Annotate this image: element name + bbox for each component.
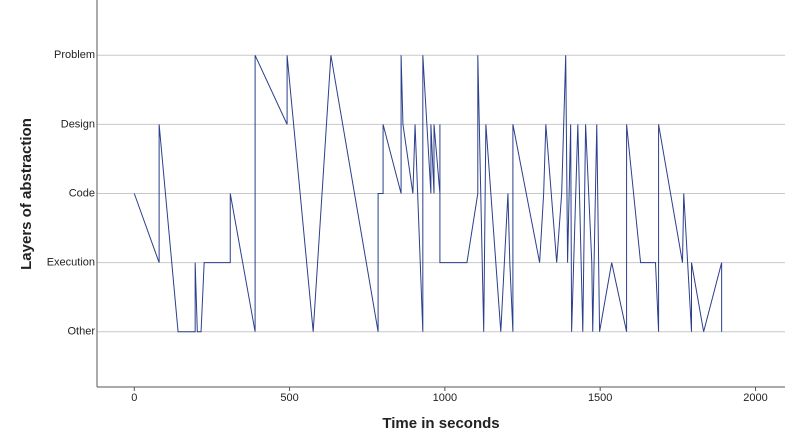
- y-tick-label: Execution: [47, 257, 95, 269]
- y-tick-label: Other: [67, 326, 95, 338]
- y-axis-title: Layers of abstraction: [18, 118, 35, 270]
- y-tick-label: Code: [69, 187, 95, 199]
- x-tick-label: 500: [280, 392, 298, 404]
- x-tick-label: 0: [131, 392, 137, 404]
- data-line: [133, 55, 723, 333]
- x-tick-label: 1500: [588, 392, 612, 404]
- x-tick-label: 1000: [433, 392, 457, 404]
- x-axis-title: Time in seconds: [382, 415, 499, 432]
- x-tick-label: 2000: [743, 392, 767, 404]
- y-tick-label: Design: [61, 118, 95, 130]
- y-tick-label: Problem: [54, 49, 95, 61]
